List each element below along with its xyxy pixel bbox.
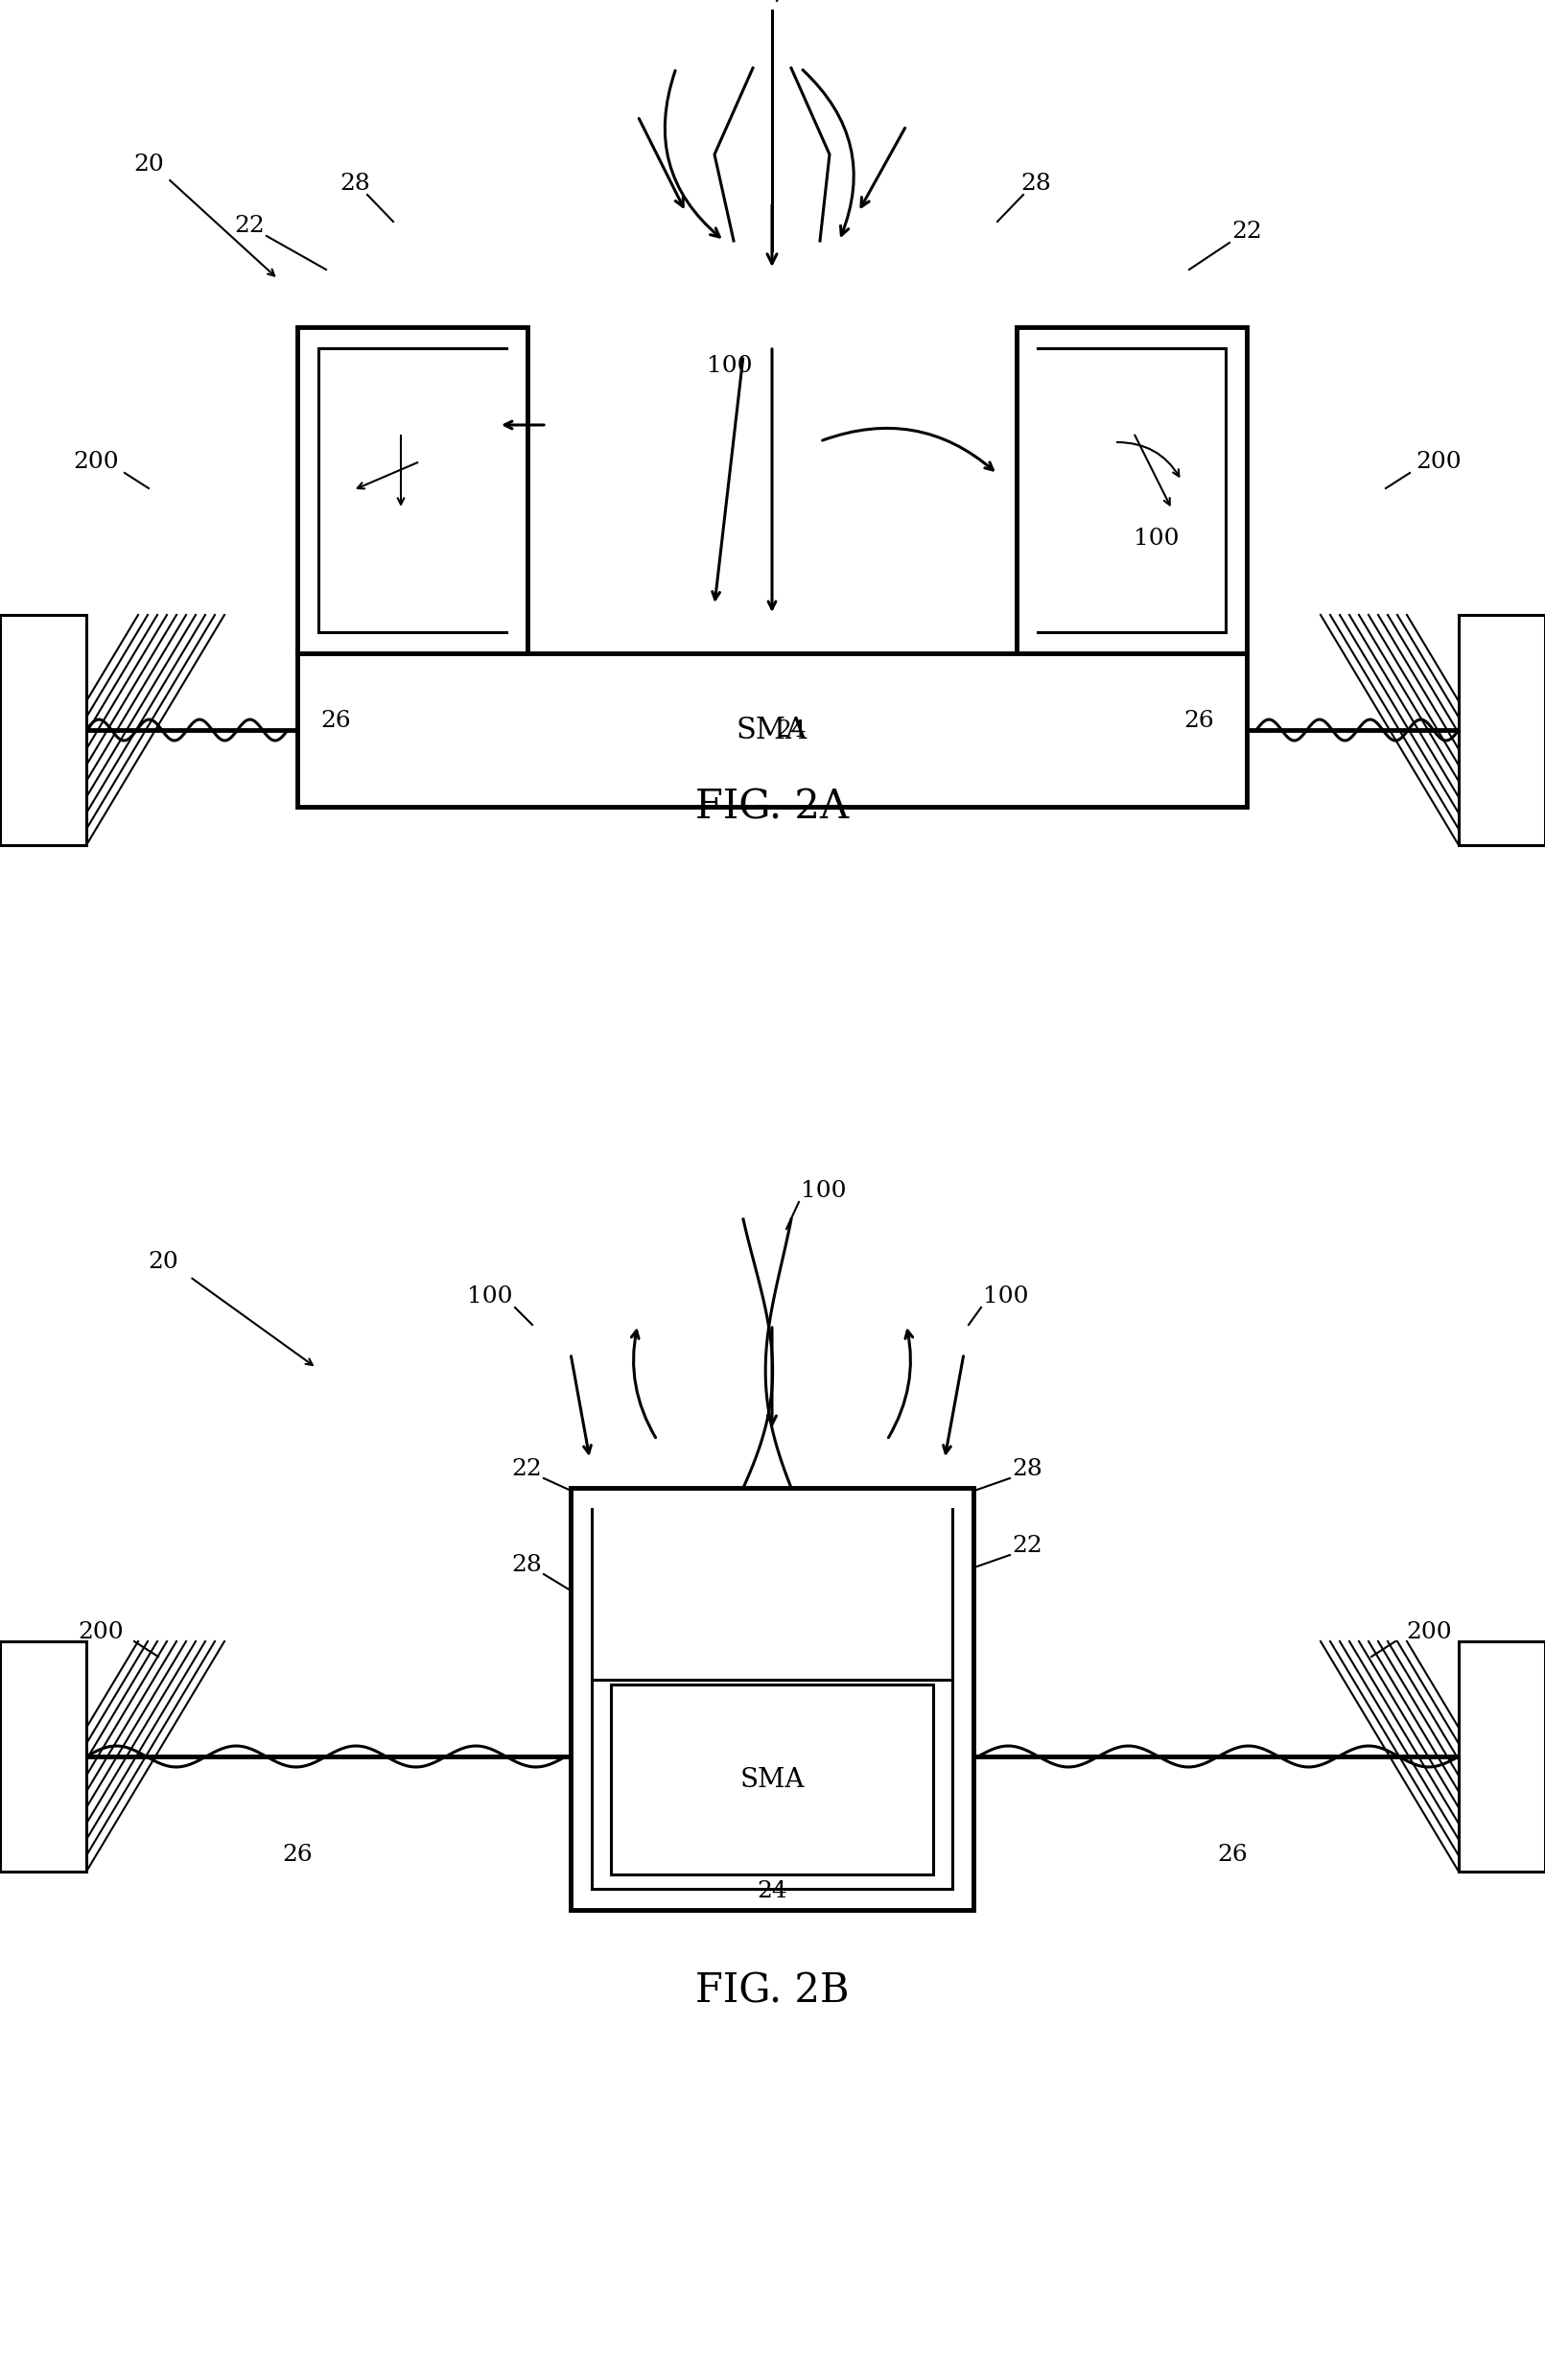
- Text: 100: 100: [1134, 528, 1179, 550]
- Text: 26: 26: [1217, 1842, 1247, 1866]
- Text: SMA: SMA: [740, 1766, 805, 1792]
- Text: 28: 28: [1012, 1457, 1043, 1480]
- Text: 28: 28: [1021, 171, 1051, 195]
- Bar: [297, 326, 527, 652]
- Text: 100: 100: [708, 355, 752, 376]
- Bar: [1458, 1642, 1545, 1871]
- Text: 200: 200: [1406, 1621, 1452, 1642]
- Text: 100: 100: [468, 1285, 513, 1307]
- Text: SMA: SMA: [737, 714, 808, 745]
- Bar: [0, 1642, 87, 1871]
- Text: FIG. 2B: FIG. 2B: [695, 1971, 850, 2011]
- Text: 200: 200: [77, 1621, 124, 1642]
- Text: 20: 20: [148, 1252, 178, 1273]
- Text: 26: 26: [1183, 709, 1214, 731]
- Text: 200: 200: [1415, 450, 1462, 474]
- Text: FIG. 2A: FIG. 2A: [695, 788, 848, 826]
- Text: 26: 26: [283, 1842, 312, 1866]
- Bar: [1017, 326, 1247, 652]
- Bar: [570, 1488, 973, 1909]
- Bar: [0, 614, 87, 845]
- Text: 22: 22: [511, 1457, 542, 1480]
- Text: 200: 200: [73, 450, 119, 474]
- Bar: [297, 652, 1247, 807]
- Text: 28: 28: [511, 1554, 542, 1576]
- Text: 22: 22: [1231, 221, 1262, 243]
- Text: 24: 24: [757, 1880, 788, 1902]
- Text: 28: 28: [340, 171, 371, 195]
- Text: 20: 20: [133, 152, 164, 176]
- Text: 22: 22: [235, 214, 264, 238]
- Text: 24: 24: [776, 719, 806, 740]
- Bar: [1458, 614, 1545, 845]
- Text: 100: 100: [983, 1285, 1029, 1307]
- Bar: [610, 1685, 933, 1875]
- Text: 100: 100: [800, 1180, 847, 1202]
- Text: 22: 22: [1012, 1535, 1043, 1557]
- Text: 26: 26: [320, 709, 351, 731]
